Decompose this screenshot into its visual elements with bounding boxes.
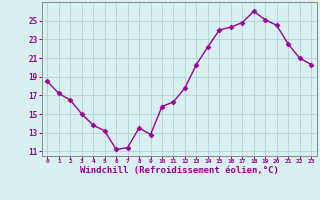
- X-axis label: Windchill (Refroidissement éolien,°C): Windchill (Refroidissement éolien,°C): [80, 166, 279, 175]
